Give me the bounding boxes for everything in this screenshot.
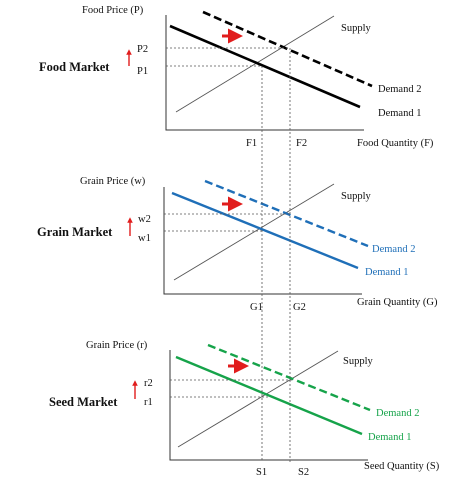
seed-demand1-curve	[175, 355, 363, 436]
food-axes	[165, 15, 364, 131]
food-demand1-curve	[169, 24, 361, 109]
grain-price1-label: w1	[138, 233, 151, 244]
food-y-axis-label: Food Price (P)	[82, 5, 144, 16]
grain-supply-curve	[173, 183, 335, 281]
food-supply-label: Supply	[341, 23, 372, 34]
seed-demand1-label: Demand 1	[368, 432, 411, 443]
seed-x-axis-label: Seed Quantity (S)	[364, 461, 440, 472]
seed-y-axis-label: Grain Price (r)	[86, 340, 148, 351]
food-price2-label: P2	[137, 44, 148, 55]
grain-demand1-label: Demand 1	[365, 267, 408, 278]
food-qty1-label: F1	[246, 138, 257, 149]
seed-supply-label: Supply	[343, 356, 374, 367]
grain-axes	[163, 187, 362, 295]
seed-demand2-label: Demand 2	[376, 408, 419, 419]
food-demand2-curve	[202, 10, 373, 88]
seed-supply-curve	[177, 350, 339, 448]
seed-axes	[169, 350, 368, 461]
food-demand2-label: Demand 2	[378, 84, 421, 95]
grain-market-title: Grain Market	[37, 225, 113, 239]
seed-qty1-label: S1	[256, 467, 267, 477]
grain-supply-label: Supply	[341, 191, 372, 202]
grain-qty1-label: G1	[250, 302, 263, 313]
food-market-title: Food Market	[39, 60, 110, 74]
grain-market-panel: Grain Price (w) Supply Demand 2 Demand 1…	[37, 176, 438, 313]
food-qty2-label: F2	[296, 138, 307, 149]
grain-y-axis-label: Grain Price (w)	[80, 176, 146, 187]
food-supply-curve	[175, 15, 335, 113]
grain-qty2-label: G2	[293, 302, 306, 313]
seed-market-title: Seed Market	[49, 395, 118, 409]
grain-demand2-label: Demand 2	[372, 244, 415, 255]
grain-x-axis-label: Grain Quantity (G)	[357, 297, 438, 308]
seed-price2-label: r2	[144, 378, 153, 389]
seed-demand2-curve	[207, 343, 371, 412]
grain-demand1-curve	[171, 191, 359, 270]
food-market-panel: Food Price (P) Supply Demand 2 Demand 1 …	[39, 5, 434, 149]
seed-qty2-label: S2	[298, 467, 309, 477]
seed-market-panel: Grain Price (r) Supply Demand 2 Demand 1…	[49, 340, 440, 477]
food-price1-label: P1	[137, 66, 148, 77]
grain-demand2-curve	[204, 179, 369, 248]
seed-price1-label: r1	[144, 397, 153, 408]
food-demand1-label: Demand 1	[378, 108, 421, 119]
food-x-axis-label: Food Quantity (F)	[357, 138, 434, 149]
grain-price2-label: w2	[138, 214, 151, 225]
